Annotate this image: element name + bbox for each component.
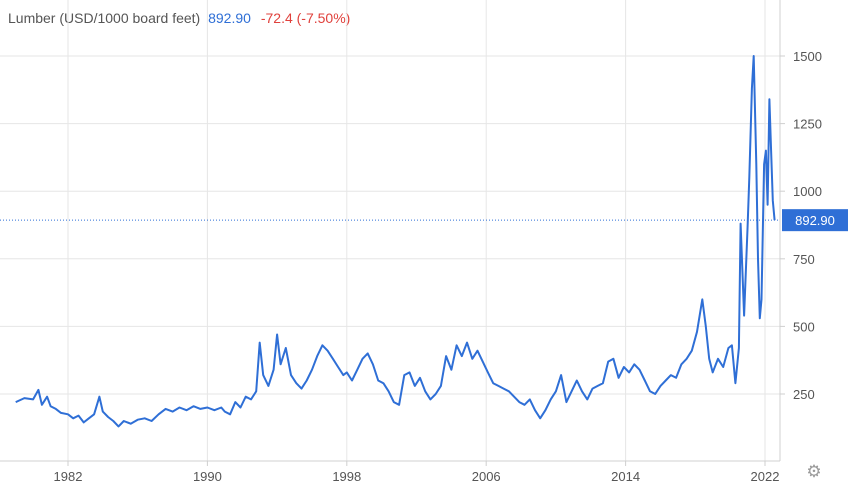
y-axis: 250 500 750 1000 1250 1500: [780, 49, 822, 402]
last-value-label: 892.90: [795, 213, 835, 228]
y-tick-label: 500: [793, 319, 815, 334]
series-layer: [15, 55, 776, 428]
gear-icon[interactable]: ⚙: [806, 462, 822, 481]
chart-header: Lumber (USD/1000 board feet) 892.90 -72.…: [8, 10, 350, 26]
x-axis: 1982 1990 1998 2006 2014 2022: [54, 461, 780, 484]
price-change: -72.4 (-7.50%): [260, 10, 351, 26]
y-tick-label: 1250: [793, 117, 822, 132]
x-tick-label: 2014: [611, 469, 640, 484]
x-tick-label: 2022: [751, 469, 780, 484]
series-line: [15, 55, 776, 428]
grid: [0, 0, 781, 462]
last-value-layer: 892.90: [0, 209, 848, 232]
y-tick-label: 1000: [793, 184, 822, 199]
x-tick-label: 1998: [332, 469, 361, 484]
current-price: 892.90: [208, 10, 251, 26]
last-value-badge: [782, 209, 848, 232]
x-tick-label: 2006: [472, 469, 501, 484]
chart-title: Lumber (USD/1000 board feet): [8, 10, 201, 26]
y-tick-label: 250: [793, 387, 815, 402]
y-tick-label: 1500: [793, 49, 822, 64]
y-tick-label: 750: [793, 252, 815, 267]
x-tick-label: 1990: [193, 469, 222, 484]
x-tick-label: 1982: [54, 469, 83, 484]
